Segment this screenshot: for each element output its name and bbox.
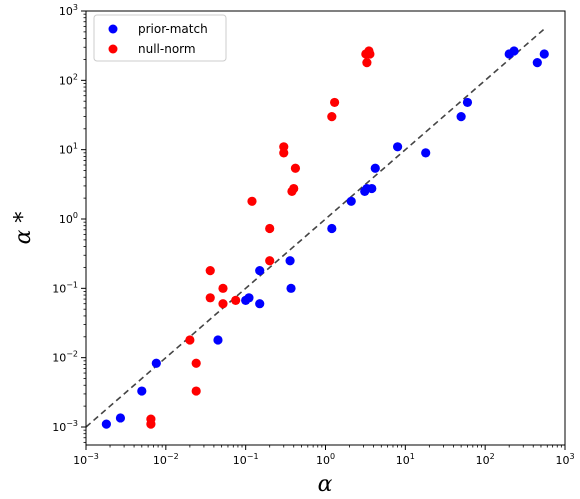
data-point-null-norm [191, 386, 201, 396]
data-point-null-norm [191, 358, 201, 368]
y-tick-label: 102 [59, 72, 78, 87]
data-point-null-norm [365, 49, 375, 59]
data-point-null-norm [231, 295, 241, 305]
legend-box [93, 14, 227, 62]
data-point-prior-match [137, 386, 147, 396]
data-point-prior-match [421, 148, 431, 158]
data-point-prior-match [532, 58, 542, 68]
x-tick-label: 102 [476, 452, 495, 467]
data-point-null-norm [289, 183, 299, 194]
x-tick-label: 10−2 [153, 452, 179, 467]
y-tick-label: 100 [59, 211, 78, 226]
data-point-prior-match [115, 413, 126, 423]
data-point-prior-match [370, 163, 380, 173]
data-point-null-norm [279, 148, 289, 158]
data-point-prior-match [462, 97, 473, 108]
legend-label-null-norm: null-norm [138, 42, 196, 56]
data-point-prior-match [101, 419, 111, 429]
x-tick-label: 10−1 [233, 452, 259, 467]
data-point-prior-match [393, 142, 403, 152]
reference-line [85, 27, 546, 428]
data-point-prior-match [151, 358, 161, 368]
data-point-prior-match [255, 266, 265, 276]
plot-marks [85, 27, 549, 429]
data-point-null-norm [290, 163, 301, 173]
x-axis-label: α [318, 472, 333, 497]
legend-marker-null-norm [108, 44, 118, 54]
data-point-prior-match [244, 293, 254, 303]
data-point-null-norm [146, 419, 156, 429]
data-point-prior-match [255, 299, 265, 309]
data-point-prior-match [346, 196, 356, 206]
axis-ticks: 10−3 10−3 10−2 10−2 10−1 10−1 100 100 101 101 102 1… [52, 3, 574, 467]
x-tick-label: 10−3 [73, 452, 99, 467]
plot-frame [85, 10, 566, 446]
data-point-prior-match [539, 49, 549, 59]
data-point-null-norm [218, 299, 228, 309]
y-tick-label: 10−2 [52, 350, 78, 365]
data-point-null-norm [185, 335, 195, 345]
y-tick-label: 101 [59, 142, 78, 157]
data-point-prior-match [327, 223, 337, 234]
legend-marker-prior-match [108, 24, 118, 34]
data-point-prior-match [367, 183, 377, 194]
data-point-null-norm [362, 58, 372, 68]
y-tick-label: 10−1 [52, 280, 78, 295]
x-tick-label: 101 [396, 452, 415, 467]
data-point-prior-match [285, 256, 295, 266]
data-point-null-norm [205, 266, 215, 276]
y-tick-label: 103 [59, 3, 78, 18]
data-point-null-norm [327, 111, 337, 122]
data-point-null-norm [265, 256, 275, 266]
data-point-null-norm [247, 196, 257, 206]
data-point-null-norm [265, 223, 275, 234]
data-point-prior-match [286, 283, 296, 293]
data-point-prior-match [509, 46, 519, 56]
x-tick-label: 103 [555, 452, 574, 467]
data-point-null-norm [330, 97, 340, 108]
data-point-prior-match [456, 111, 466, 122]
data-point-null-norm [205, 293, 215, 303]
data-point-null-norm [218, 283, 228, 293]
y-axis-label: α * [11, 212, 36, 245]
y-tick-label: 10−3 [52, 419, 78, 434]
legend-label-prior-match: prior-match [138, 22, 208, 36]
legend: prior-match null-norm [93, 14, 227, 62]
data-point-prior-match [213, 335, 223, 345]
x-tick-label: 100 [316, 452, 335, 467]
